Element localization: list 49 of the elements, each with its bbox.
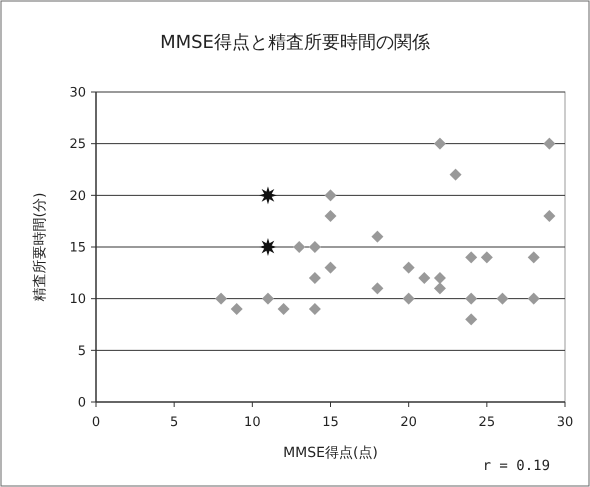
point [324, 210, 336, 222]
point [308, 272, 321, 284]
point [262, 292, 274, 305]
point [278, 303, 290, 315]
point [465, 251, 478, 264]
point [215, 292, 228, 305]
point [434, 138, 446, 150]
point [308, 303, 321, 315]
point [465, 313, 478, 326]
point [465, 292, 478, 305]
y-tick-label: 25 [69, 137, 86, 152]
point [258, 238, 277, 256]
chart-title: MMSE得点と精査所要時間の関係 [160, 32, 430, 53]
point [450, 168, 462, 181]
x-axis-title: MMSE得点(点) [283, 445, 378, 461]
point [418, 272, 430, 284]
point [434, 272, 446, 284]
point [480, 251, 493, 264]
y-tick-label: 5 [78, 344, 86, 359]
point [434, 282, 446, 294]
y-tick-label: 15 [69, 240, 86, 256]
point [324, 189, 336, 202]
x-tick-label: 5 [170, 415, 178, 430]
point [528, 292, 540, 305]
point [371, 282, 384, 294]
point [258, 186, 277, 204]
x-tick-label: 15 [322, 415, 339, 430]
x-tick-label: 30 [556, 415, 574, 430]
x-tick-label: 25 [478, 415, 496, 430]
point [528, 251, 540, 264]
point [308, 241, 321, 253]
point [230, 303, 243, 315]
point [543, 210, 556, 222]
x-tick-label: 20 [400, 415, 417, 430]
y-axis-title: 精査所要時間(分) [32, 192, 48, 302]
point [496, 292, 508, 305]
text: r = 0.19 [482, 458, 550, 474]
y-tick-label: 0 [78, 396, 86, 410]
y-tick-label: 30 [69, 86, 86, 100]
y-tick-label: 10 [69, 292, 86, 308]
x-tick-label: 0 [92, 415, 100, 430]
point [543, 138, 556, 150]
point [402, 292, 415, 305]
y-tick-label: 20 [69, 188, 86, 204]
point [293, 241, 306, 253]
point [324, 262, 336, 274]
x-tick-label: 10 [244, 415, 261, 430]
point [402, 262, 415, 274]
point [371, 230, 384, 243]
